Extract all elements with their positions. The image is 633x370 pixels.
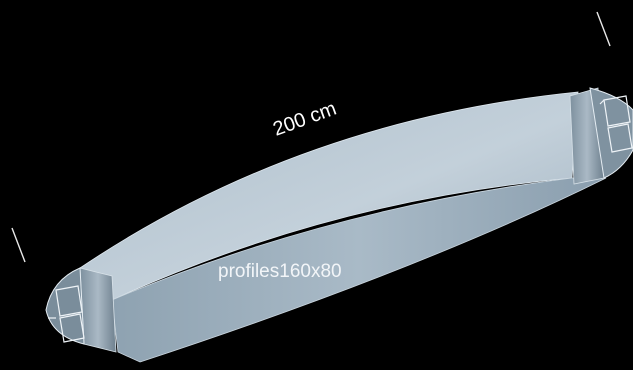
dimension-tick-right <box>596 11 611 47</box>
end-post-left <box>79 267 117 353</box>
end-cap-right <box>589 87 633 179</box>
curved-panel-far <box>79 91 579 301</box>
dimension-tick-left <box>11 227 26 263</box>
profile-section-left <box>48 285 85 343</box>
curved-panel-near <box>111 177 607 363</box>
end-cap-left <box>45 267 85 345</box>
dimension-label: 200 cm <box>270 98 339 141</box>
profile-section-right <box>599 95 633 153</box>
profile-label: profiles160x80 <box>218 261 342 282</box>
